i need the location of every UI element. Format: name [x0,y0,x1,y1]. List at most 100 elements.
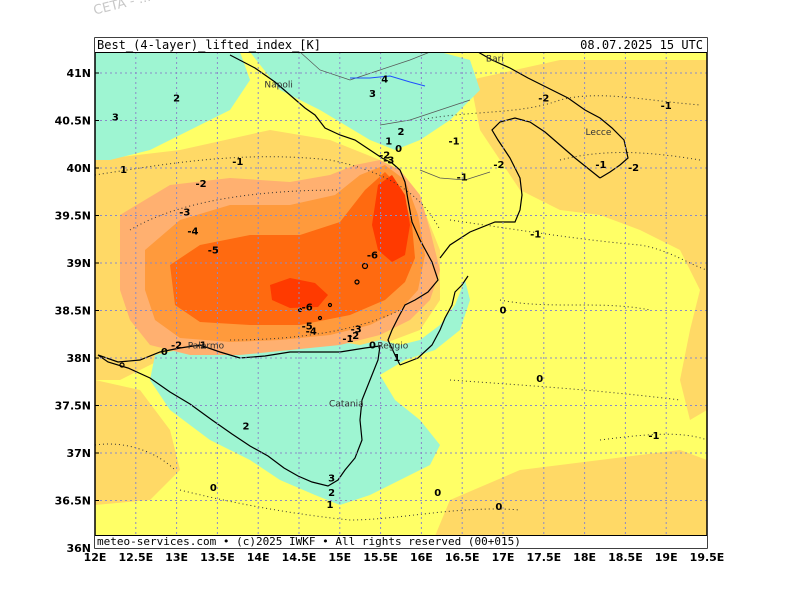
contour-label: -1 [648,431,659,442]
lon-tick-label: 17E [492,551,515,564]
lon-tick-label: 13E [165,551,188,564]
contour-label: -2 [379,151,390,162]
field-stable-sicily [150,280,470,505]
contour-label: 2 [242,421,249,432]
city-labels: Napoli Bari Lecce Palermo Catania Reggio [188,55,612,410]
lon-tick-label: 12E [84,551,107,564]
contour-label: -2 [538,94,549,105]
field-core-north [372,175,410,262]
map-title: Best_(4-layer)_lifted_index_[K] [97,38,321,52]
field-slightly-unstable-south [430,450,707,548]
lon-tick-label: 15.5E [363,551,398,564]
coast-sicily [97,344,381,487]
contour-label: -4 [187,227,198,238]
contour-label: -1 [661,101,672,112]
contour-label: -2 [493,160,504,171]
contour-label: 0 [500,305,507,316]
dotted-contours [95,95,707,521]
contour-label: 0 [495,502,502,513]
graticule [95,52,707,548]
contour-label: 3 [369,89,376,100]
contour-label: 0 [161,347,168,358]
contour-label: -2 [196,179,207,190]
coast-gulf-taranto [439,117,601,259]
latitude-axis: 41N 40.5N 40N 39.5N 39N 38.5N 38N 37.5N 37N 36.5N… [55,67,99,555]
contour-label: -2 [171,341,182,352]
contour-label: 0 [210,483,217,494]
map-footer: meteo-services.com • (c)2025 IWKF • All … [95,535,707,548]
contour-label: -5 [302,322,313,333]
copyright-credit: meteo-services.com • (c)2025 IWKF • All … [97,535,521,548]
lon-tick-label: 18E [573,551,596,564]
lat-tick-label: 39.5N [55,210,91,223]
contour-label: -1 [448,136,459,147]
contour-label: 3 [112,113,119,124]
contour-label: 0 [395,144,402,155]
contour-label: -3 [351,324,362,335]
lon-tick-label: 12.5E [118,551,153,564]
lat-tick-label: 37N [66,447,91,460]
coast-ionian-calabria [399,275,469,366]
contour-label: -1 [595,160,606,171]
contour-label: -1 [232,157,243,168]
contour-label: -1 [457,172,468,183]
contour-label: 0 [369,341,376,352]
city-label: Lecce [586,128,612,138]
map-layers: 321-1-2-3-4-5-6-5-4-6-20-1-3-2-10143210-… [95,52,707,548]
lon-tick-label: 16.5E [445,551,480,564]
lon-tick-label: 17.5E [526,551,561,564]
contour-label: -1 [342,334,353,345]
lon-tick-label: 13.5E [200,551,235,564]
contour-labels: 321-1-2-3-4-5-6-5-4-6-20-1-3-2-10143210-… [112,75,672,514]
contour-label: -6 [302,303,313,314]
lat-tick-label: 39N [66,257,91,270]
field-extreme [170,172,415,325]
lat-tick-label: 38N [66,352,91,365]
contour-label: 2 [328,488,335,499]
lon-tick-label: 19.5E [690,551,725,564]
contour-label: 1 [393,353,400,364]
lon-tick-label: 18.5E [608,551,643,564]
coast-adriatic [477,52,629,179]
contour-label: 3 [328,474,335,485]
field-slightly-unstable-east [470,60,707,420]
lat-tick-label: 36.5N [55,495,91,508]
borders [299,52,491,181]
lon-tick-label: 14.5E [282,551,317,564]
coastlines [97,52,629,487]
coast-tyrrhenian [229,54,439,366]
contour-label: 1 [327,500,334,511]
city-label: Bari [486,55,504,65]
city-label: Palermo [188,342,225,352]
lon-tick-label: 16E [410,551,433,564]
contour-label: 0 [536,374,543,385]
contour-label: -3 [383,155,394,166]
lat-tick-label: 40.5N [55,115,91,128]
city-label: Napoli [264,80,292,90]
contour-label: -1 [530,229,541,240]
city-label: Reggio [377,342,408,352]
lat-tick-label: 36N [66,542,91,555]
contour-label: 2 [398,127,405,138]
contour-label: 1 [385,136,392,147]
lon-tick-label: 15E [328,551,351,564]
lat-tick-label: 41N [66,67,91,80]
contour-label: 0 [434,488,441,499]
lat-tick-label: 38.5N [55,305,91,318]
map-datetime: 08.07.2025 15 UTC [580,38,703,52]
contour-label: -1 [196,341,207,352]
contour-label: 2 [173,94,180,105]
lat-tick-label: 40N [66,162,91,175]
contour-label: -6 [367,250,378,261]
contour-label: -2 [348,331,359,342]
contour-label: -3 [179,208,190,219]
contour-label: 4 [381,75,388,86]
lon-tick-label: 19E [655,551,678,564]
river [350,75,426,87]
contour-label: -4 [306,326,317,337]
contour-label: 1 [120,165,127,176]
lat-tick-label: 37.5N [55,400,91,413]
field-slightly-unstable-sw [95,380,180,505]
longitude-axis: 12E 12.5E 13E 13.5E 14E 14.5E 15E 15.5E 16E 16.5E… [84,544,725,564]
